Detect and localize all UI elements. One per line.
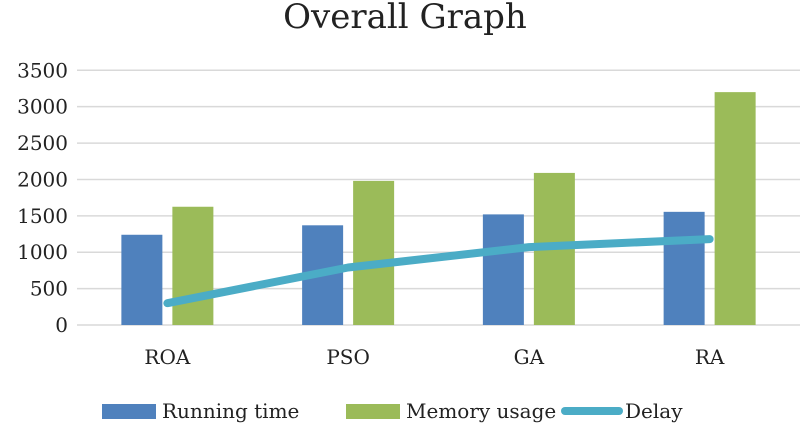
y-tick-label: 3000 xyxy=(17,95,68,119)
y-tick-label: 2500 xyxy=(17,131,68,155)
y-tick-label: 3500 xyxy=(17,58,68,82)
x-tick-label: ROA xyxy=(144,345,190,369)
y-tick-label: 2000 xyxy=(17,167,68,191)
y-tick-label: 500 xyxy=(30,277,68,301)
y-tick-label: 1000 xyxy=(17,240,68,264)
bar-memory-usage xyxy=(353,180,395,325)
bar-running-time xyxy=(121,234,163,325)
x-tick-label: PSO xyxy=(326,345,370,369)
legend-label: Delay xyxy=(625,399,683,423)
bar-memory-usage xyxy=(714,92,756,325)
bar-running-time xyxy=(482,214,524,325)
legend-swatch xyxy=(102,404,156,419)
y-tick-label: 0 xyxy=(55,313,68,337)
legend-swatch xyxy=(346,404,400,419)
bar-running-time xyxy=(663,211,705,325)
x-tick-label: RA xyxy=(695,345,725,369)
x-tick-label: GA xyxy=(514,345,545,369)
legend-label: Running time xyxy=(162,399,299,423)
line-delay xyxy=(163,235,714,308)
bar-memory-usage xyxy=(172,206,214,325)
legend-label: Memory usage xyxy=(406,399,556,423)
chart-title: Overall Graph xyxy=(283,0,527,37)
y-tick-label: 1500 xyxy=(17,204,68,228)
